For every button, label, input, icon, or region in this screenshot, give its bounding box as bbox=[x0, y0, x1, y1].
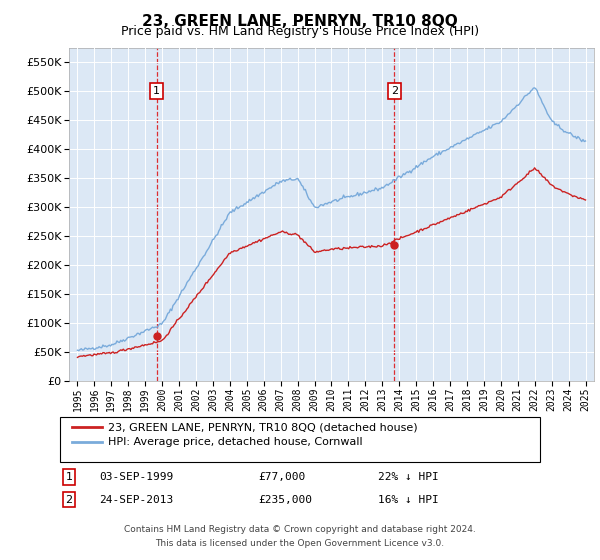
Text: Contains HM Land Registry data © Crown copyright and database right 2024.: Contains HM Land Registry data © Crown c… bbox=[124, 525, 476, 534]
Text: 23, GREEN LANE, PENRYN, TR10 8QQ: 23, GREEN LANE, PENRYN, TR10 8QQ bbox=[142, 14, 458, 29]
Text: 2: 2 bbox=[65, 494, 73, 505]
Text: 22% ↓ HPI: 22% ↓ HPI bbox=[378, 472, 439, 482]
Text: 16% ↓ HPI: 16% ↓ HPI bbox=[378, 494, 439, 505]
Text: 23, GREEN LANE, PENRYN, TR10 8QQ (detached house): 23, GREEN LANE, PENRYN, TR10 8QQ (detach… bbox=[108, 422, 418, 432]
Text: 24-SEP-2013: 24-SEP-2013 bbox=[99, 494, 173, 505]
Text: HPI: Average price, detached house, Cornwall: HPI: Average price, detached house, Corn… bbox=[108, 437, 362, 447]
Text: This data is licensed under the Open Government Licence v3.0.: This data is licensed under the Open Gov… bbox=[155, 539, 445, 548]
Text: 2: 2 bbox=[391, 86, 398, 96]
Text: 1: 1 bbox=[153, 86, 160, 96]
Text: £77,000: £77,000 bbox=[258, 472, 305, 482]
Text: £235,000: £235,000 bbox=[258, 494, 312, 505]
Text: 03-SEP-1999: 03-SEP-1999 bbox=[99, 472, 173, 482]
Text: Price paid vs. HM Land Registry's House Price Index (HPI): Price paid vs. HM Land Registry's House … bbox=[121, 25, 479, 38]
Text: 1: 1 bbox=[65, 472, 73, 482]
